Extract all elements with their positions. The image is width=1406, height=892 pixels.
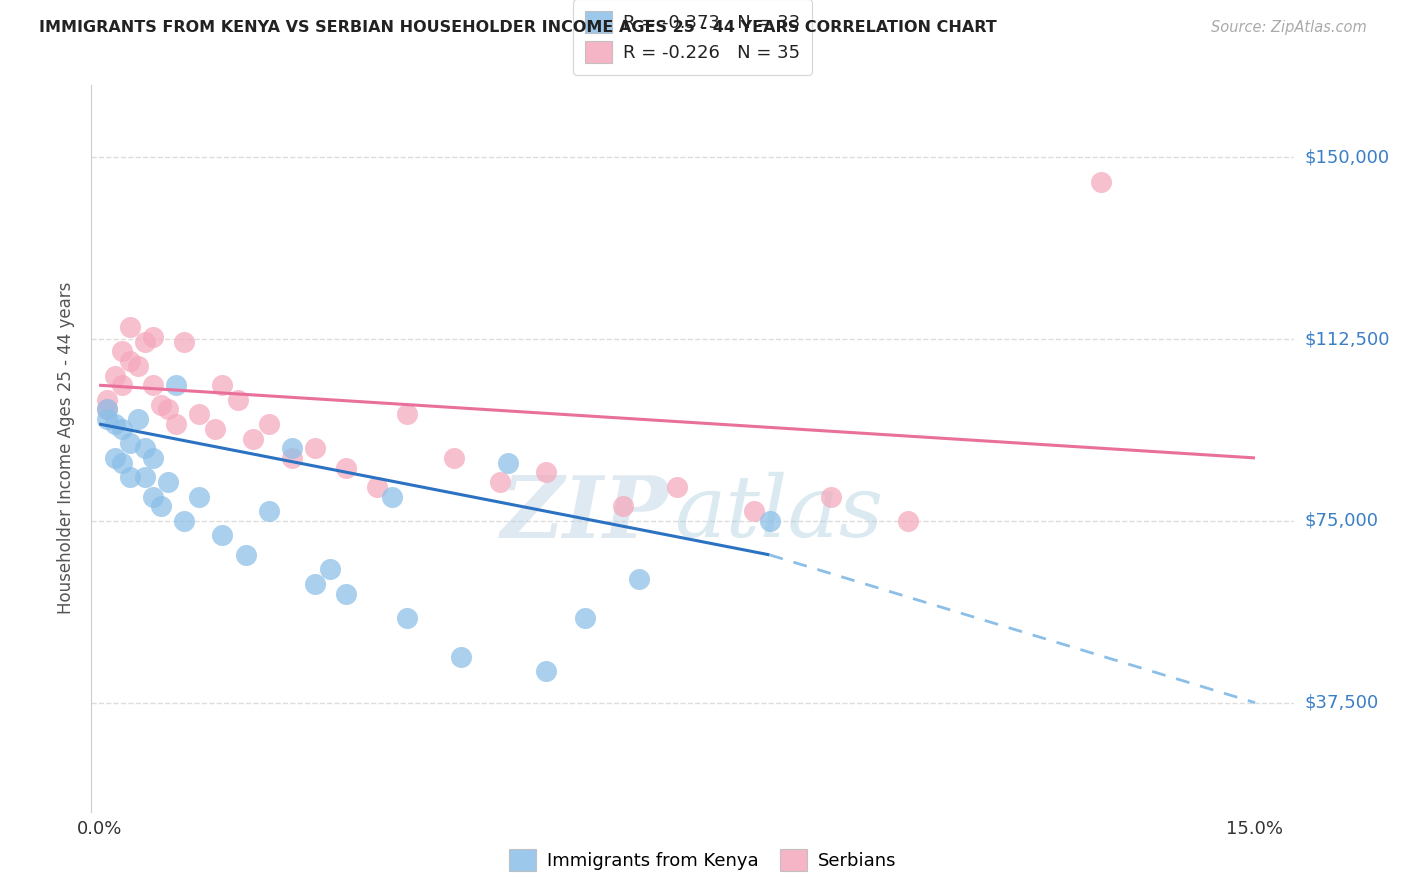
Point [304,577,326,591]
Point [96,412,118,426]
Point [612,500,634,514]
Text: IMMIGRANTS FROM KENYA VS SERBIAN HOUSEHOLDER INCOME AGES 25 - 44 YEARS CORRELATI: IMMIGRANTS FROM KENYA VS SERBIAN HOUSEHO… [39,20,997,35]
Point [335,460,357,475]
Point [226,392,249,407]
Point [134,442,156,456]
Point [103,450,125,465]
Point [188,490,211,504]
Text: Source: ZipAtlas.com: Source: ZipAtlas.com [1211,20,1367,35]
Point [173,514,195,528]
Point [496,456,519,470]
Point [281,450,304,465]
Point [627,572,650,586]
Point [304,442,326,456]
Point [142,330,165,344]
Point [118,354,141,368]
Point [134,334,156,349]
Point [450,649,472,664]
Point [534,466,557,480]
Text: atlas: atlas [675,473,883,555]
Point [111,378,134,392]
Point [142,378,165,392]
Point [165,378,187,392]
Point [157,475,180,490]
Point [142,490,165,504]
Point [396,407,419,421]
Point [149,500,172,514]
Point [111,422,134,436]
Point [142,450,165,465]
Point [134,470,156,484]
Point [118,470,141,484]
Point [319,562,342,576]
Y-axis label: Householder Income Ages 25 - 44 years: Householder Income Ages 25 - 44 years [58,282,76,615]
Point [103,368,125,383]
Point [118,320,141,334]
Point [149,398,172,412]
Point [366,480,388,494]
Point [335,587,357,601]
Point [381,490,404,504]
Point [443,450,465,465]
Text: $37,500: $37,500 [1305,694,1379,712]
Point [758,514,780,528]
Point [257,504,280,518]
Point [820,490,842,504]
Point [157,402,180,417]
Text: $75,000: $75,000 [1305,512,1379,530]
Legend: Immigrants from Kenya, Serbians: Immigrants from Kenya, Serbians [502,842,904,879]
Text: ZIP: ZIP [501,472,668,556]
Point [127,359,149,373]
Point [574,611,596,625]
Point [235,548,257,562]
Point [666,480,689,494]
Point [111,344,134,359]
Point [96,392,118,407]
Point [257,417,280,431]
Point [897,514,920,528]
Point [211,378,233,392]
Point [188,407,211,421]
Point [534,664,557,678]
Point [211,528,233,542]
Point [488,475,510,490]
Text: $112,500: $112,500 [1305,330,1391,348]
Point [118,436,141,450]
Point [96,402,118,417]
Point [103,417,125,431]
Text: $150,000: $150,000 [1305,148,1389,167]
Point [281,442,304,456]
Point [165,417,187,431]
Point [396,611,419,625]
Legend: R = -0.373   N = 33, R = -0.226   N = 35: R = -0.373 N = 33, R = -0.226 N = 35 [574,0,811,75]
Point [242,432,264,446]
Point [111,456,134,470]
Point [742,504,765,518]
Point [204,422,226,436]
Point [127,412,149,426]
Point [173,334,195,349]
Point [96,402,118,417]
Point [1090,175,1112,189]
